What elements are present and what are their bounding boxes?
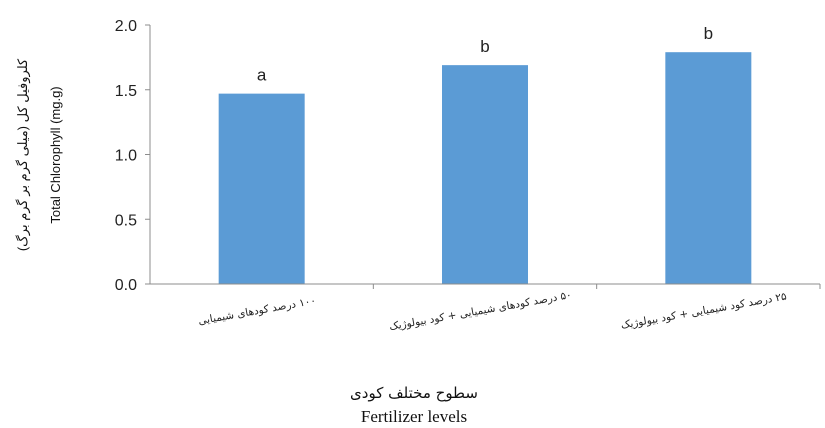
bar (442, 65, 528, 285)
bar (218, 93, 305, 284)
category-label: ۵۰ درصد کودهای شیمیایی + کود بیولوژیک (388, 289, 572, 333)
category-label: ۲۵ درصد کود شیمیایی + کود بیولوژیک (620, 290, 788, 331)
category-label: ۱۰۰ درصد کودهای شیمیایی (197, 295, 317, 328)
x-axis-title-en: Fertilizer levels (361, 407, 467, 426)
bars (218, 52, 752, 285)
y-axis-title-en: Total Chlorophyll (mg.g) (48, 86, 63, 223)
significance-letter: b (480, 37, 489, 56)
y-axis-ticks: 0.0 0.5 1.0 1.5 2.0 (115, 18, 150, 294)
y-tick-label: 1.0 (115, 148, 137, 165)
y-tick-label: 0.5 (115, 212, 137, 229)
x-axis-title-fa: سطوح مختلف کودی (350, 384, 478, 402)
y-axis-title-fa: کلروفیل کل (میلی گرم بر گرم برگ) (15, 58, 31, 251)
y-axis-title: کلروفیل کل (میلی گرم بر گرم برگ) Total C… (15, 58, 63, 251)
y-tick-label: 1.5 (115, 83, 137, 100)
significance-letter: b (704, 24, 713, 43)
y-tick-label: 2.0 (115, 18, 137, 35)
y-tick-label: 0.0 (115, 277, 137, 294)
significance-letters: a b b (257, 24, 713, 84)
category-labels: ۱۰۰ درصد کودهای شیمیایی ۵۰ درصد کودهای شی… (197, 284, 821, 333)
bar (665, 52, 752, 284)
significance-letter: a (257, 66, 267, 85)
